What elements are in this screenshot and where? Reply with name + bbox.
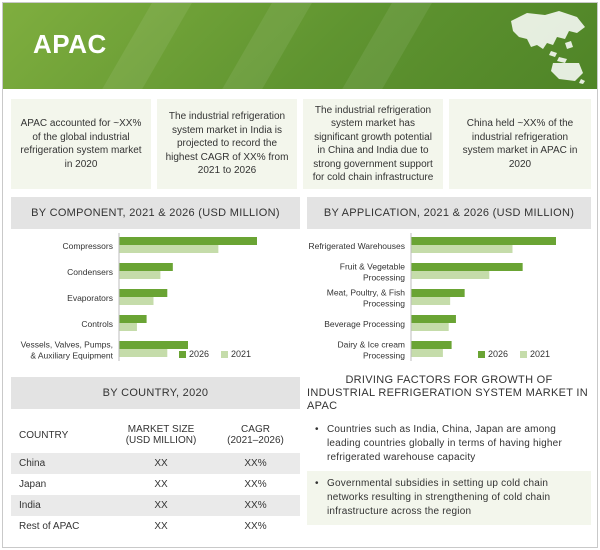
component-bar-2026 [119,237,257,245]
key-fact-text: APAC accounted for ~XX% of the global in… [20,118,142,170]
application-legend-swatch [520,351,527,358]
component-bar-chart: Compressors Condensers Evaporators Controls… [21,233,257,361]
application-legend-swatch [478,351,485,358]
driver-item: • Governmental subsidies in setting up c… [307,471,591,525]
application-bar-2021 [411,349,443,357]
application-category-label: Refrigerated Warehouses [308,241,405,251]
table-row: Rest of APAC XX XX% [11,516,300,537]
key-facts-row: APAC accounted for ~XX% of the global in… [11,99,591,189]
application-bar-2021 [411,297,451,305]
cell-market-size: XX [154,500,168,511]
key-fact-text: The industrial refrigeration system mark… [312,104,434,184]
table-row: China XX XX% [11,453,300,474]
cell-market-size: XX [154,479,168,490]
application-bar-2026 [411,237,556,245]
cell-market-size: XX [154,521,168,532]
application-category-label: Dairy & Ice cream [337,340,405,350]
application-category-label: Processing [363,299,405,309]
key-fact-text: China held ~XX% of the industrial refrig… [462,118,578,170]
drivers-title: DRIVING FACTORS FOR GROWTH OF INDUSTRIAL… [307,373,591,412]
application-category-label: Fruit & Vegetable [340,262,405,272]
application-bar-2026 [411,263,523,271]
cell-cagr: XX% [244,479,267,490]
cell-cagr: XX% [244,521,267,532]
cell-cagr: XX% [244,500,267,511]
cell-country: India [19,500,41,511]
table-row: Japan XX XX% [11,474,300,495]
table-row: India XX XX% [11,495,300,516]
drivers-title-line: INDUSTRIAL REFRIGERATION SYSTEM MARKET I… [307,386,589,412]
bullet-icon: • [315,424,319,435]
cell-country: Japan [19,479,47,490]
component-legend-label: 2021 [231,349,251,359]
component-category-label: Evaporators [67,293,113,303]
component-chart-title: BY COMPONENT, 2021 & 2026 (USD MILLION) [11,197,300,229]
application-bar-2026 [411,315,456,323]
component-legend-label: 2026 [189,349,209,359]
apac-map-icon [511,11,585,84]
cell-cagr: XX% [244,458,267,469]
header-market-size: MARKET SIZE (USD MILLION) [111,424,211,446]
cell-country: Rest of APAC [19,521,80,532]
application-bar-2021 [411,245,513,253]
application-bar-2026 [411,289,465,297]
key-fact-text: The industrial refrigeration system mark… [165,111,289,177]
component-category-label: & Auxiliary Equipment [30,351,113,361]
application-legend-label: 2026 [488,349,508,359]
header-cagr-line: CAGR [241,424,270,435]
table-header-row: COUNTRY MARKET SIZE (USD MILLION) CAGR (… [11,417,300,453]
cell-country: China [19,458,46,469]
header-banner: APAC [3,3,597,89]
component-bar-2026 [119,289,168,297]
driving-factors-list: • Countries such as India, China, Japan … [307,417,591,525]
component-bar-2021 [119,245,219,253]
application-bar-2026 [411,341,452,349]
driver-text: Countries such as India, China, Japan ar… [327,424,562,463]
application-category-label: Processing [363,273,405,283]
application-category-label: Processing [363,351,405,361]
component-category-label: Condensers [67,267,113,277]
header-market-size-line: (USD MILLION) [125,435,197,446]
component-legend-swatch [179,351,186,358]
application-category-label: Meat, Poultry, & Fish [327,288,406,298]
component-bar-2026 [119,315,147,323]
component-bar-2021 [119,297,154,305]
drivers-title-line: DRIVING FACTORS FOR GROWTH OF [345,373,553,386]
component-category-label: Vessels, Valves, Pumps, [21,340,113,350]
key-fact-box: China held ~XX% of the industrial refrig… [449,99,591,189]
component-bar-2026 [119,263,173,271]
decorative-stripe [202,3,324,89]
key-fact-box: APAC accounted for ~XX% of the global in… [11,99,151,189]
application-category-label: Beverage Processing [324,319,405,329]
driver-item: • Countries such as India, China, Japan … [307,417,591,471]
bullet-icon: • [315,478,319,489]
component-bar-2026 [119,341,188,349]
component-category-label: Controls [81,319,113,329]
cell-market-size: XX [154,458,168,469]
region-title: APAC [33,29,107,59]
application-legend-label: 2021 [530,349,550,359]
key-fact-box: The industrial refrigeration system mark… [303,99,443,189]
component-legend-swatch [221,351,228,358]
application-bar-2021 [411,323,449,331]
component-bar-2021 [119,271,161,279]
header-country: COUNTRY [19,429,69,441]
component-category-label: Compressors [62,241,113,251]
component-bar-2021 [119,323,137,331]
decorative-stripe [322,3,444,89]
header-cagr-line: (2021–2026) [227,435,284,446]
application-chart-title: BY APPLICATION, 2021 & 2026 (USD MILLION… [307,197,591,229]
country-table-title: BY COUNTRY, 2020 [11,377,300,409]
application-bar-chart: Refrigerated Warehouses Fruit & Vegetable… [308,233,556,361]
application-bar-2021 [411,271,490,279]
key-fact-box: The industrial refrigeration system mark… [157,99,297,189]
component-bar-2021 [119,349,168,357]
driver-text: Governmental subsidies in setting up col… [327,478,551,517]
country-table: COUNTRY MARKET SIZE (USD MILLION) CAGR (… [11,417,300,537]
header-cagr: CAGR (2021–2026) [211,424,300,446]
header-market-size-line: MARKET SIZE [127,424,195,435]
